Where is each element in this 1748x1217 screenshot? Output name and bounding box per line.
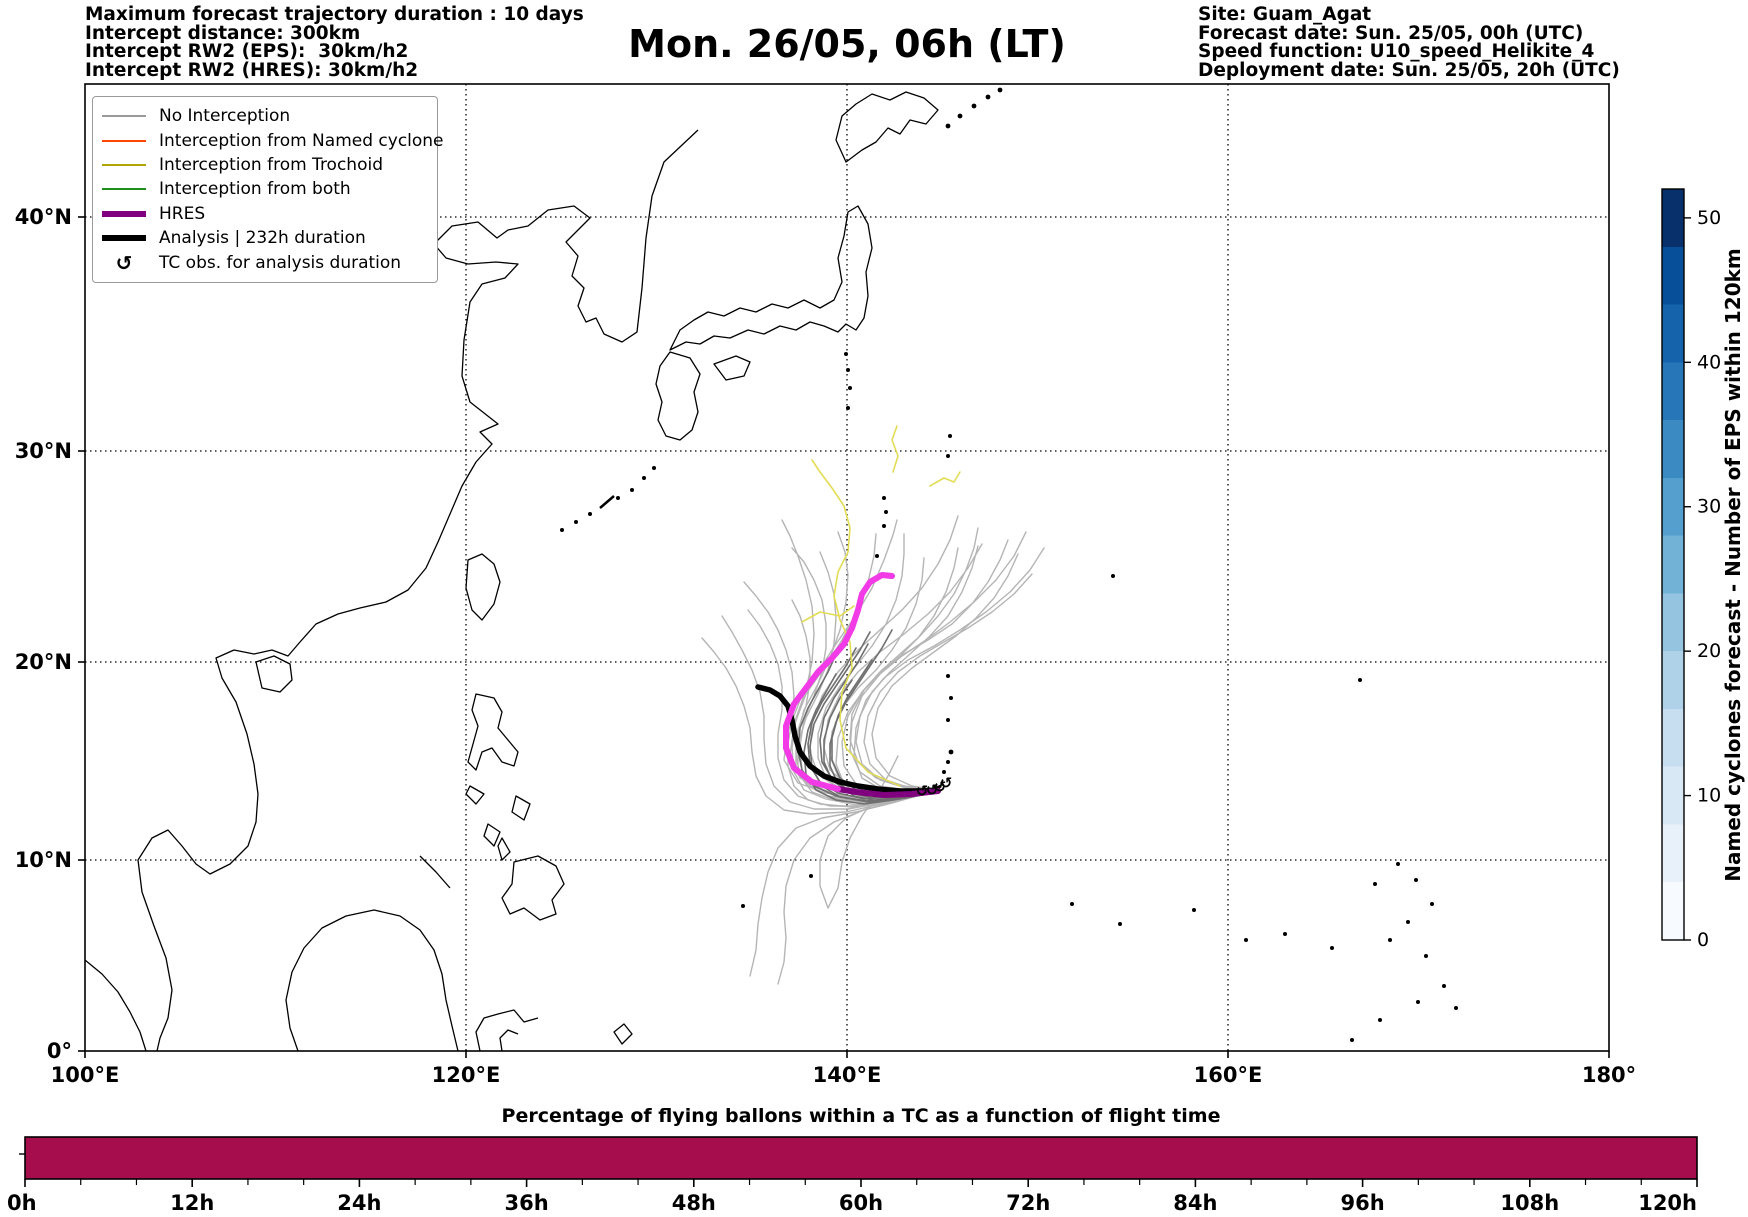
svg-text:12h: 12h xyxy=(170,1191,214,1213)
legend-label: TC obs. for analysis duration xyxy=(159,252,402,273)
legend-item-tc-obs: ↺ TC obs. for analysis duration xyxy=(101,250,427,274)
legend-line-black xyxy=(101,235,147,242)
legend-line-gray xyxy=(101,115,147,118)
svg-text:108h: 108h xyxy=(1500,1191,1559,1213)
legend-item-hres: HRES xyxy=(101,202,427,226)
legend-label: Analysis | 232h duration xyxy=(159,228,366,249)
coast-borneo xyxy=(285,909,459,1052)
legend-item-named-cyclone: Interception from Named cyclone xyxy=(101,128,444,152)
svg-text:↺: ↺ xyxy=(934,778,947,796)
coast-kyushu xyxy=(655,351,701,441)
svg-text:50: 50 xyxy=(1697,207,1721,229)
coast-honshu xyxy=(669,205,873,351)
legend-label: Interception from Trochoid xyxy=(159,154,383,175)
legend-line-orangered xyxy=(101,139,147,142)
coast-luzon xyxy=(467,693,519,771)
figure-title: Mon. 26/05, 06h (LT) xyxy=(628,22,1066,66)
ytick-20n: 20°N xyxy=(15,650,72,674)
map-legend: No Interception Interception from Named … xyxy=(92,96,444,283)
speed-function: Speed function: U10_speed_Helikite_4 xyxy=(1198,41,1595,63)
map-y-tick-labels: 40°N 30°N 20°N 10°N 0° xyxy=(15,205,72,1063)
svg-text:↺: ↺ xyxy=(916,782,929,800)
map-gridlines xyxy=(85,84,1609,1051)
svg-text:20: 20 xyxy=(1697,640,1721,662)
cyclone-obs-icon: ↺ xyxy=(115,250,133,275)
bottom-chart-xticks: 0h 12h 24h 36h 48h 60h 72h 84h 96h 108h 120h xyxy=(7,1179,1698,1215)
param-intercept-rw2-hres: Intercept RW2 (HRES): 30km/h2 xyxy=(85,59,419,81)
legend-item-both: Interception from both xyxy=(101,177,427,201)
site-name: Site: Guam_Agat xyxy=(1198,4,1372,25)
svg-text:30: 30 xyxy=(1697,496,1721,518)
forecast-params-block: Maximum forecast trajectory duration : 1… xyxy=(85,4,584,81)
coast-hokkaido xyxy=(835,91,939,163)
svg-text:0: 0 xyxy=(1697,929,1709,951)
coast-samar xyxy=(511,795,531,821)
colorbar xyxy=(1661,188,1685,941)
svg-text:24h: 24h xyxy=(337,1191,381,1213)
colorbar-title: Named cyclones forecast - Number of EPS … xyxy=(1721,248,1745,882)
legend-label: Interception from Named cyclone xyxy=(159,130,444,151)
bottom-chart-title: Percentage of flying ballons within a TC… xyxy=(502,1105,1221,1127)
coast-shikoku xyxy=(713,355,751,381)
map-axis-ticks xyxy=(78,216,1610,1058)
xtick-100e: 100°E xyxy=(51,1063,120,1087)
coast-china-korea-vietnam xyxy=(137,129,699,1052)
xtick-180: 180° xyxy=(1582,1063,1636,1087)
ytick-30n: 30°N xyxy=(15,439,72,463)
ytick-0: 0° xyxy=(47,1039,72,1063)
legend-label: HRES xyxy=(159,203,206,224)
coast-halmahera xyxy=(613,1023,633,1045)
svg-text:40: 40 xyxy=(1697,351,1721,373)
svg-text:10: 10 xyxy=(1697,785,1721,807)
tc-obs-markers: ↺↺↺↺ xyxy=(916,774,953,800)
coast-mindoro xyxy=(465,785,485,805)
param-intercept-distance: Intercept distance: 300km xyxy=(85,22,361,44)
coast-sumatra xyxy=(84,959,147,1052)
coast-taiwan xyxy=(465,553,501,621)
deployment-date: Deployment date: Sun. 25/05, 20h (UTC) xyxy=(1198,59,1620,81)
svg-text:↺: ↺ xyxy=(940,774,953,792)
legend-line-green xyxy=(101,188,147,191)
coast-hainan xyxy=(255,655,293,693)
percentage-bar xyxy=(24,1136,1698,1180)
svg-text:96h: 96h xyxy=(1341,1191,1385,1213)
legend-item-trochoid: Interception from Trochoid xyxy=(101,153,427,177)
svg-text:120h: 120h xyxy=(1638,1191,1697,1213)
svg-text:36h: 36h xyxy=(505,1191,549,1213)
coast-sulawesi xyxy=(475,1009,539,1052)
coast-negros xyxy=(497,837,511,861)
legend-line-olive xyxy=(101,163,147,166)
small-islands xyxy=(560,87,1458,1042)
forecast-date: Forecast date: Sun. 25/05, 00h (UTC) xyxy=(1198,22,1584,44)
site-info-block: Site: Guam_Agat Forecast date: Sun. 25/05… xyxy=(1198,4,1620,81)
legend-label: Interception from both xyxy=(159,179,351,200)
legend-item-analysis: Analysis | 232h duration xyxy=(101,226,427,250)
svg-text:60h: 60h xyxy=(839,1191,883,1213)
legend-item-no-interception: No Interception xyxy=(101,104,427,128)
xtick-140e: 140°E xyxy=(813,1063,882,1087)
colorbar-ticks: 0 10 20 30 40 50 xyxy=(1684,207,1721,951)
coast-okinawa xyxy=(599,495,615,509)
xtick-160e: 160°E xyxy=(1194,1063,1263,1087)
svg-text:48h: 48h xyxy=(672,1191,716,1213)
coast-palawan xyxy=(419,855,451,889)
legend-label: No Interception xyxy=(159,106,291,127)
param-max-duration: Maximum forecast trajectory duration : 1… xyxy=(85,4,584,25)
legend-line-purple xyxy=(101,210,147,217)
coast-panay xyxy=(483,823,501,847)
map-x-tick-labels: 100°E 120°E 140°E 160°E 180° xyxy=(51,1063,1637,1087)
svg-text:72h: 72h xyxy=(1006,1191,1050,1213)
ytick-40n: 40°N xyxy=(15,205,72,229)
svg-text:84h: 84h xyxy=(1173,1191,1217,1213)
coast-mindanao xyxy=(501,855,565,921)
param-intercept-rw2-eps: Intercept RW2 (EPS): 30km/h2 xyxy=(85,41,409,63)
trajectory-lines xyxy=(701,425,1045,985)
svg-text:0h: 0h xyxy=(7,1191,37,1213)
ytick-10n: 10°N xyxy=(15,848,72,872)
xtick-120e: 120°E xyxy=(432,1063,501,1087)
svg-text:↺: ↺ xyxy=(926,781,939,799)
